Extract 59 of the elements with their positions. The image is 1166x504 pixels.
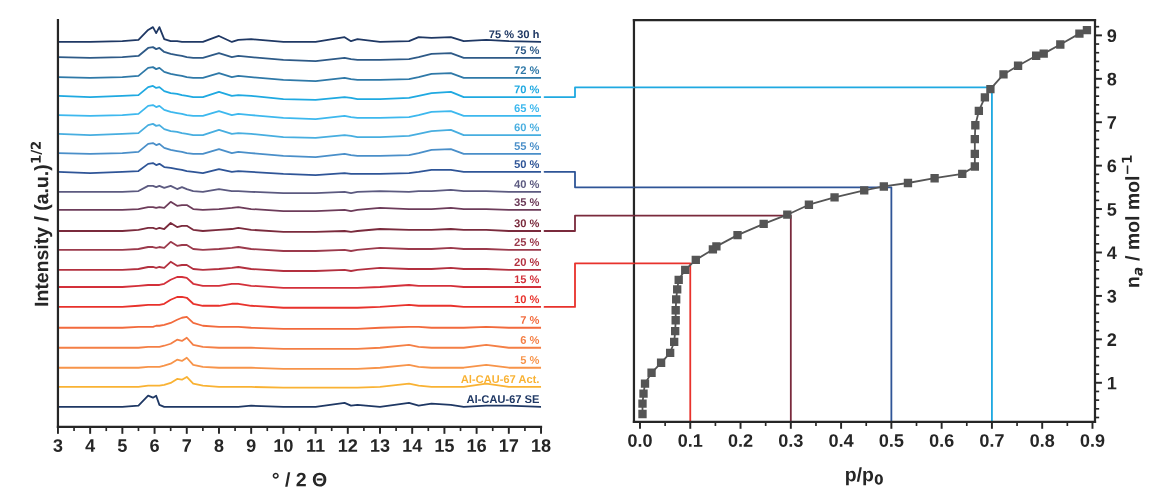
series-label: 5 % (520, 356, 540, 364)
x-tick-label: 0.2 (728, 434, 753, 447)
series-label: Al-CAU-67 SE (466, 394, 539, 404)
x-tick-label: 6 (150, 439, 159, 452)
x-tick-label: 0.8 (1030, 434, 1055, 447)
x-tick-label: 10 (274, 439, 293, 452)
series-label: 7 % (520, 316, 540, 324)
y-tick-label: 6 (1107, 159, 1117, 173)
x-tick-label: 3 (53, 439, 63, 452)
series-label: 65 % (514, 104, 540, 113)
x-axis-title: p/p$_{0}$ (846, 467, 883, 486)
y-axis-title: n$_{a}$ / mol mol$^{−1}$ (1121, 155, 1143, 287)
y-tick-label: 7 (1107, 116, 1117, 129)
y-tick-label: 9 (1107, 29, 1117, 43)
x-tick-label: 0.5 (879, 434, 904, 447)
x-tick-label: 18 (532, 439, 551, 452)
x-tick-label: 13 (371, 439, 390, 452)
series-label: 75 % 30 h (489, 29, 539, 39)
y-axis-title: Intensity / (a.u.)$^{1/2}$ (30, 141, 53, 306)
x-tick-label: 0.7 (980, 434, 1004, 447)
y-tick-label: 3 (1107, 289, 1117, 303)
series-label: 35 % (514, 198, 540, 207)
x-tick-label: 15 (435, 439, 454, 452)
series-label: 75 % (514, 46, 540, 55)
x-tick-label: 0.1 (678, 434, 703, 447)
x-tick-label: 4 (85, 439, 96, 452)
x-axis-title: ° / 2 Θ (272, 472, 327, 487)
series-label: 20 % (514, 258, 540, 266)
x-tick-label: 7 (182, 439, 191, 452)
y-tick-label: 5 (1107, 203, 1117, 216)
y-tick-label: 2 (1107, 333, 1117, 346)
series-label: 55 % (514, 142, 540, 151)
x-tick-label: 0.3 (778, 434, 803, 447)
x-tick-label: 17 (499, 439, 519, 452)
series-label: 70 % (514, 85, 540, 94)
y-tick-label: 8 (1107, 72, 1117, 86)
series-label: 15 % (514, 275, 540, 284)
x-tick-label: 5 (117, 439, 127, 452)
series-label: 50 % (514, 160, 540, 169)
x-tick-label: 0.4 (829, 434, 854, 447)
series-label: 10 % (514, 295, 540, 304)
series-label: 6 % (520, 336, 540, 344)
series-label: 60 % (514, 123, 540, 132)
y-tick-label: 1 (1107, 376, 1117, 390)
x-tick-label: 8 (214, 439, 224, 452)
x-tick-label: 0.0 (628, 434, 652, 447)
x-tick-label: 14 (403, 439, 423, 452)
series-label: 72 % (514, 66, 540, 75)
x-tick-label: 0.9 (1080, 434, 1105, 447)
x-tick-label: 9 (246, 439, 256, 452)
x-tick-label: 11 (307, 439, 325, 452)
x-tick-label: 12 (338, 439, 358, 452)
series-label: 30 % (514, 219, 540, 228)
y-tick-label: 4 (1107, 246, 1117, 260)
x-tick-label: 0.6 (929, 434, 954, 447)
x-tick-label: 16 (467, 439, 486, 452)
series-label: 40 % (514, 180, 540, 189)
series-label: 25 % (514, 238, 540, 247)
series-label: Al-CAU-67 Act. (461, 374, 539, 384)
